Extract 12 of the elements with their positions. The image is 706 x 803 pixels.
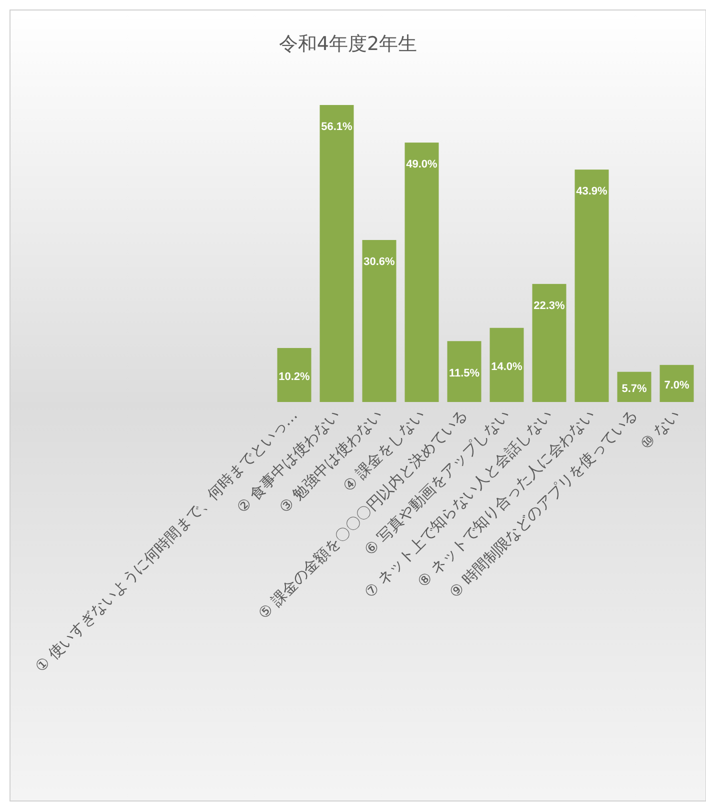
data-label: 56.1%	[321, 121, 353, 133]
data-label: 10.2%	[278, 371, 310, 383]
data-label: 30.6%	[364, 256, 396, 268]
data-label: 49.0%	[406, 158, 438, 171]
x-tick-label: ⑩ ない	[636, 406, 684, 453]
data-label: 7.0%	[664, 379, 690, 392]
data-label: 14.0%	[491, 360, 523, 373]
data-label: 43.9%	[576, 186, 608, 198]
chart-title: 令和4年度2年生	[278, 33, 418, 55]
data-label: 22.3%	[534, 300, 566, 312]
data-label: 11.5%	[448, 368, 480, 380]
data-label: 5.7%	[622, 382, 647, 395]
